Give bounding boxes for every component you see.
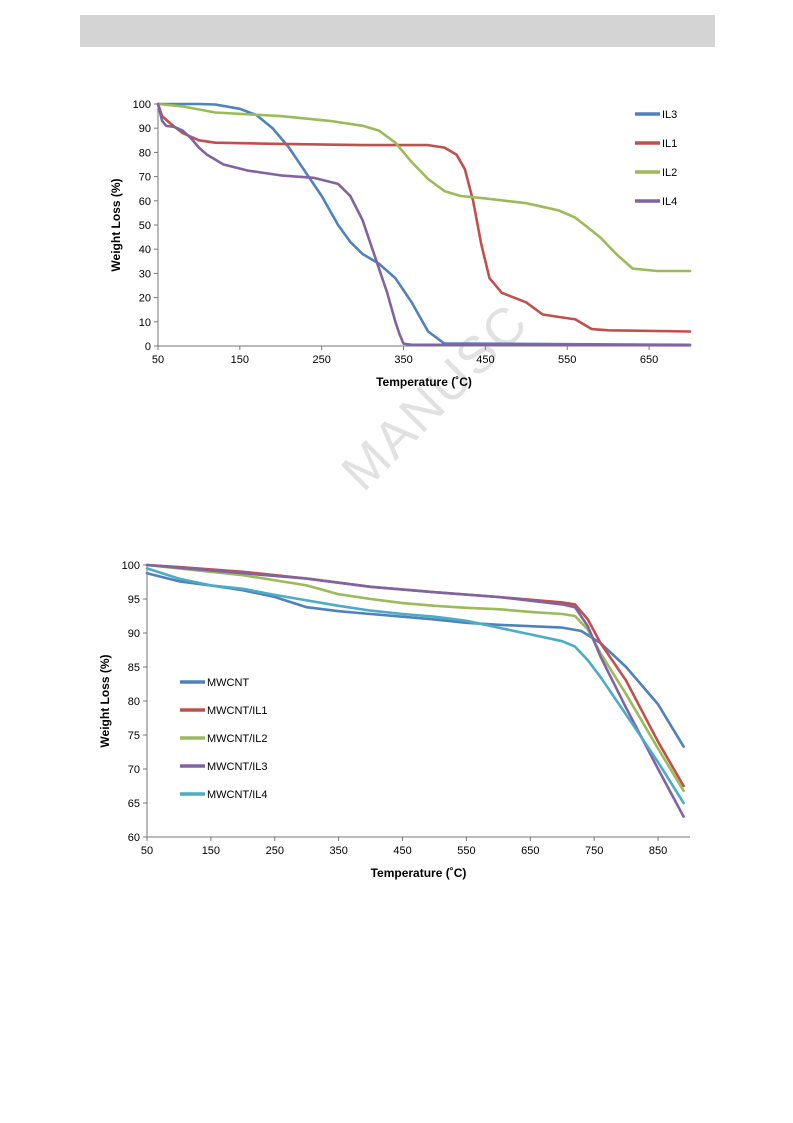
x-tick-label: 450	[476, 354, 494, 366]
x-tick-label: 350	[329, 845, 347, 857]
chart-tga-ionic-liquids: 0 10 20 30 40 50 60 70 80 90 100 50 150 250 350 450 550 6…	[109, 99, 692, 389]
y-tick-label: 60	[128, 832, 140, 844]
legend-label-mwcnt-il4: MWCNT/IL4	[207, 789, 268, 801]
y-tick-label: 90	[128, 628, 140, 640]
x-tick-label: 150	[202, 845, 220, 857]
y-tick-label: 0	[145, 341, 151, 353]
x-tick-label: 850	[649, 845, 667, 857]
y-tick-label: 70	[139, 172, 151, 184]
x-tick-label: 650	[521, 845, 539, 857]
series-line-il4	[156, 102, 692, 347]
x-tick-label: 550	[457, 845, 475, 857]
y-tick-label: 20	[139, 293, 151, 305]
y-tick-label: 70	[128, 764, 140, 776]
y-axis-title: Weight Loss (%)	[98, 654, 112, 747]
series-line-il1	[156, 102, 692, 333]
y-tick-label: 80	[139, 147, 151, 159]
header-bar	[80, 15, 715, 47]
y-tick-label: 100	[133, 99, 151, 111]
x-axis-title: Temperature (˚C)	[371, 866, 467, 880]
x-tick-label: 550	[558, 354, 576, 366]
legend-label-il3: IL3	[662, 109, 677, 121]
x-tick-label: 250	[266, 845, 284, 857]
y-tick-label: 10	[139, 317, 151, 329]
x-tick-label: 750	[585, 845, 603, 857]
series-line-il2	[156, 102, 692, 273]
series-line-mwcnt-il4	[145, 567, 685, 805]
y-tick-label: 65	[128, 798, 140, 810]
y-tick-label: 30	[139, 268, 151, 280]
series-line-il3	[156, 102, 692, 347]
y-tick-label: 100	[122, 560, 140, 572]
y-tick-label: 90	[139, 123, 151, 135]
y-axis-title: Weight Loss (%)	[109, 178, 123, 271]
x-tick-label: 150	[231, 354, 249, 366]
series-line-mwcnt-il2	[145, 563, 685, 793]
x-tick-label: 650	[640, 354, 658, 366]
legend-label-mwcnt: MWCNT	[207, 677, 249, 689]
legend-label-mwcnt-il3: MWCNT/IL3	[207, 761, 268, 773]
x-tick-label: 450	[393, 845, 411, 857]
y-tick-label: 40	[139, 244, 151, 256]
y-tick-label: 60	[139, 196, 151, 208]
x-tick-label: 50	[152, 354, 164, 366]
y-tick-label: 95	[128, 594, 140, 606]
legend-label-mwcnt-il1: MWCNT/IL1	[207, 705, 268, 717]
legend-label-mwcnt-il2: MWCNT/IL2	[207, 733, 268, 745]
y-tick-label: 85	[128, 662, 140, 674]
series-line-mwcnt-il1	[145, 563, 685, 788]
legend-label-il4: IL4	[662, 196, 677, 208]
legend-label-il1: IL1	[662, 138, 677, 150]
x-tick-label: 50	[141, 845, 153, 857]
x-axis-title: Temperature (˚C)	[376, 375, 472, 389]
legend-label-il2: IL2	[662, 167, 677, 179]
y-tick-label: 80	[128, 696, 140, 708]
y-tick-label: 75	[128, 730, 140, 742]
series-line-mwcnt-il3	[145, 563, 685, 818]
chart-tga-mwcnt-composites: 60 65 70 75 80 85 90 95 100 50 150 250 350 450 550 650 7…	[98, 560, 690, 880]
x-tick-label: 250	[313, 354, 331, 366]
x-tick-label: 350	[394, 354, 412, 366]
y-tick-label: 50	[139, 220, 151, 232]
